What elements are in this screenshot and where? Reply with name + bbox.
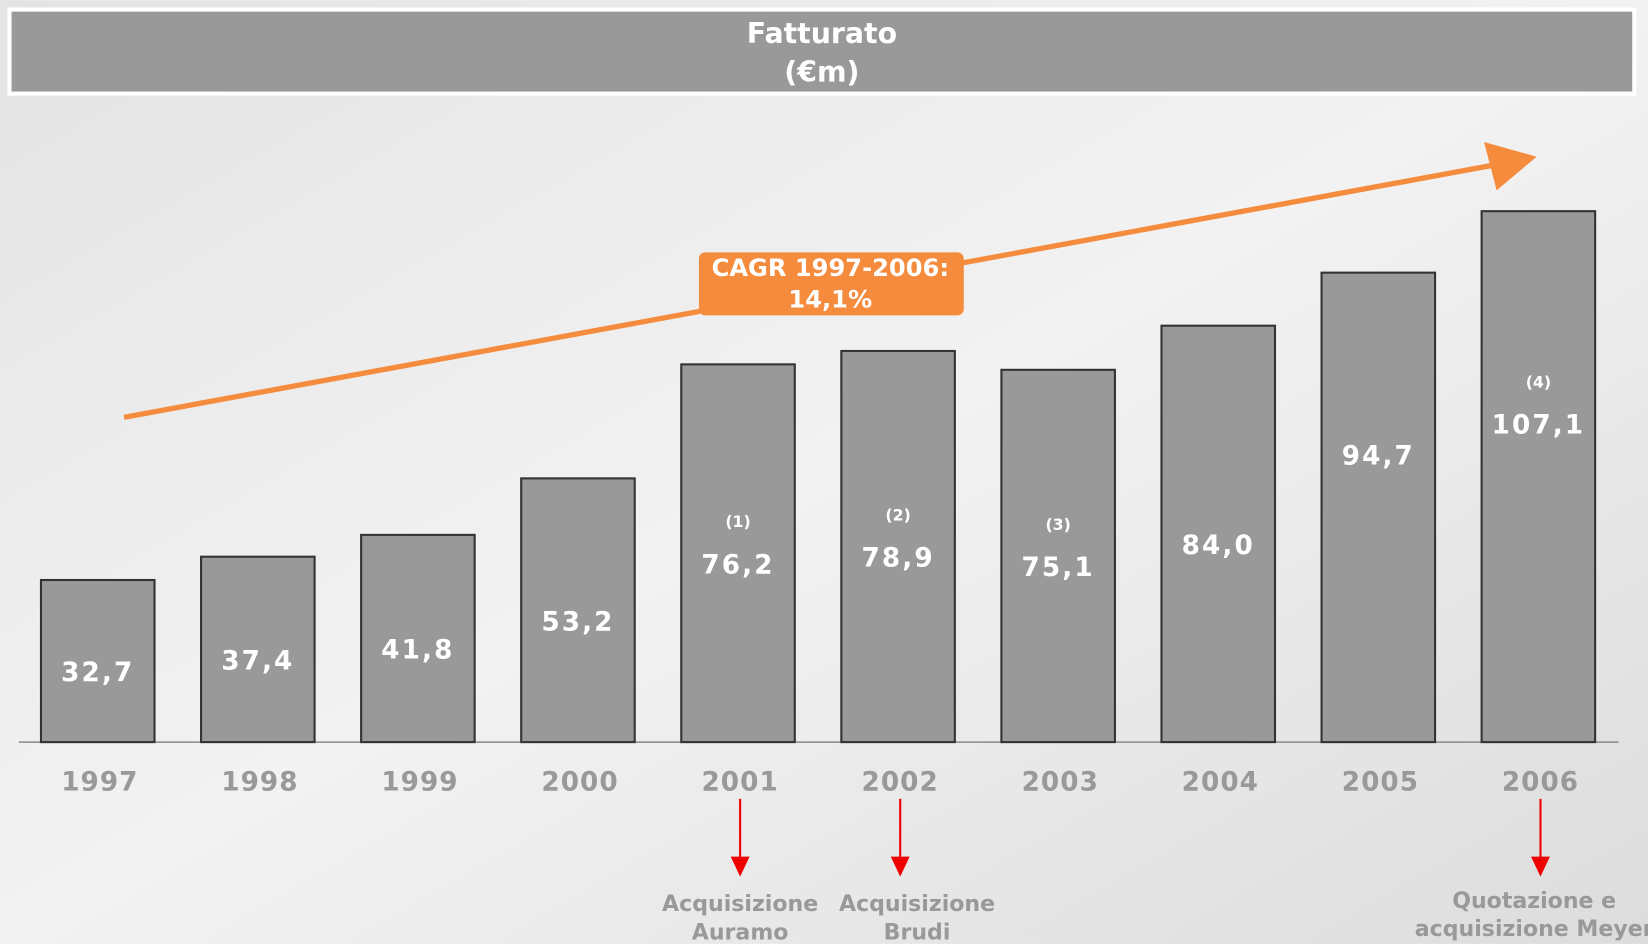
footnote-marker: (2) [885, 506, 910, 525]
value-label: 107,1 [1492, 411, 1586, 441]
event-label: Brudi [884, 920, 951, 944]
bar [1320, 271, 1437, 744]
event-arrowhead [730, 856, 750, 877]
footnote-marker: (3) [1045, 515, 1070, 534]
event-label: Acquisizione [839, 892, 995, 917]
title-bar [7, 7, 1637, 96]
footnote-marker: (4) [1526, 373, 1551, 392]
event-label: Acquisizione [662, 892, 818, 917]
trend-label: CAGR 1997-2006: [712, 254, 949, 282]
trend-label-box [698, 252, 964, 316]
event-label: Auramo [692, 920, 789, 944]
x-tick-label: 1997 [61, 768, 138, 798]
event-label: Quotazione e [1452, 889, 1616, 914]
footnote-marker: (1) [725, 512, 750, 531]
chart-title: Fatturato [747, 17, 897, 50]
value-label: 76,2 [701, 550, 774, 580]
bar [39, 578, 156, 744]
trend-label: 14,1% [788, 286, 872, 314]
bar [1160, 324, 1277, 744]
bar [1000, 368, 1116, 744]
value-label: 32,7 [61, 658, 134, 688]
x-tick-label: 2002 [862, 768, 939, 798]
x-tick-label: 2000 [541, 768, 618, 798]
bar [200, 555, 316, 744]
bar [840, 349, 956, 744]
event-label: acquisizione Meyer [1415, 917, 1648, 942]
event-arrowhead [1531, 856, 1550, 877]
x-tick-label: 2005 [1342, 768, 1419, 798]
x-tick-label: 1999 [381, 768, 458, 798]
value-label: 37,4 [221, 647, 294, 677]
value-label: 94,7 [1342, 441, 1415, 471]
x-tick-label: 2004 [1182, 768, 1259, 798]
value-label: 41,8 [381, 636, 454, 666]
event-arrowhead [890, 856, 910, 877]
bar [680, 363, 796, 744]
x-tick-label: 2001 [701, 768, 778, 798]
chart-subtitle: (€m) [784, 56, 859, 89]
trend-arrowhead [1484, 141, 1537, 191]
value-label: 78,9 [861, 544, 934, 574]
x-tick-label: 1998 [221, 768, 298, 798]
bar [520, 477, 636, 744]
value-label: 84,0 [1182, 531, 1255, 561]
value-label: 53,2 [541, 607, 614, 637]
bar [360, 533, 476, 744]
x-tick-label: 2006 [1502, 768, 1579, 798]
value-label: 75,1 [1022, 553, 1095, 583]
x-tick-label: 2003 [1022, 768, 1099, 798]
bar [1480, 210, 1597, 744]
